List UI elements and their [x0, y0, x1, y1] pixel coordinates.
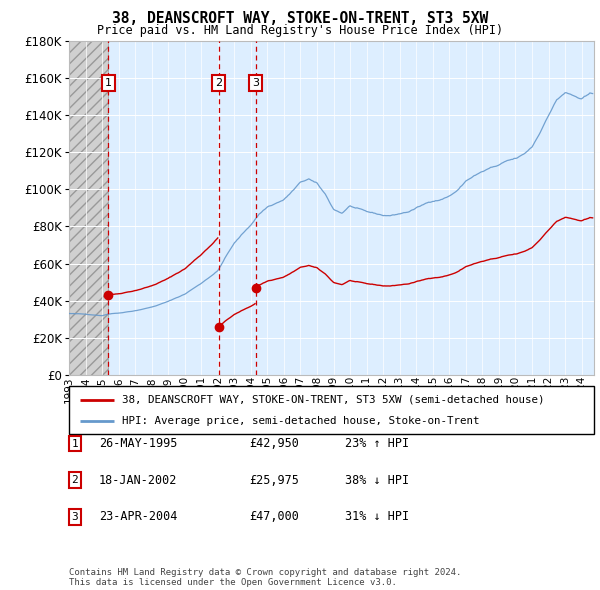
Text: 38, DEANSCROFT WAY, STOKE-ON-TRENT, ST3 5XW: 38, DEANSCROFT WAY, STOKE-ON-TRENT, ST3 …: [112, 11, 488, 25]
Text: 2: 2: [215, 78, 222, 88]
Text: Contains HM Land Registry data © Crown copyright and database right 2024.
This d: Contains HM Land Registry data © Crown c…: [69, 568, 461, 587]
Text: £25,975: £25,975: [249, 474, 299, 487]
Text: Price paid vs. HM Land Registry's House Price Index (HPI): Price paid vs. HM Land Registry's House …: [97, 24, 503, 37]
Text: 31% ↓ HPI: 31% ↓ HPI: [345, 510, 409, 523]
Text: 1: 1: [105, 78, 112, 88]
Text: 2: 2: [71, 476, 79, 485]
Text: £42,950: £42,950: [249, 437, 299, 450]
Text: 26-MAY-1995: 26-MAY-1995: [99, 437, 178, 450]
Text: 23% ↑ HPI: 23% ↑ HPI: [345, 437, 409, 450]
Text: 3: 3: [252, 78, 259, 88]
Text: 18-JAN-2002: 18-JAN-2002: [99, 474, 178, 487]
Text: 23-APR-2004: 23-APR-2004: [99, 510, 178, 523]
Text: 38, DEANSCROFT WAY, STOKE-ON-TRENT, ST3 5XW (semi-detached house): 38, DEANSCROFT WAY, STOKE-ON-TRENT, ST3 …: [121, 395, 544, 405]
Bar: [69, 41, 108, 375]
Text: £47,000: £47,000: [249, 510, 299, 523]
Text: 1: 1: [71, 439, 79, 448]
Text: 3: 3: [71, 512, 79, 522]
Text: 38% ↓ HPI: 38% ↓ HPI: [345, 474, 409, 487]
Text: HPI: Average price, semi-detached house, Stoke-on-Trent: HPI: Average price, semi-detached house,…: [121, 416, 479, 426]
